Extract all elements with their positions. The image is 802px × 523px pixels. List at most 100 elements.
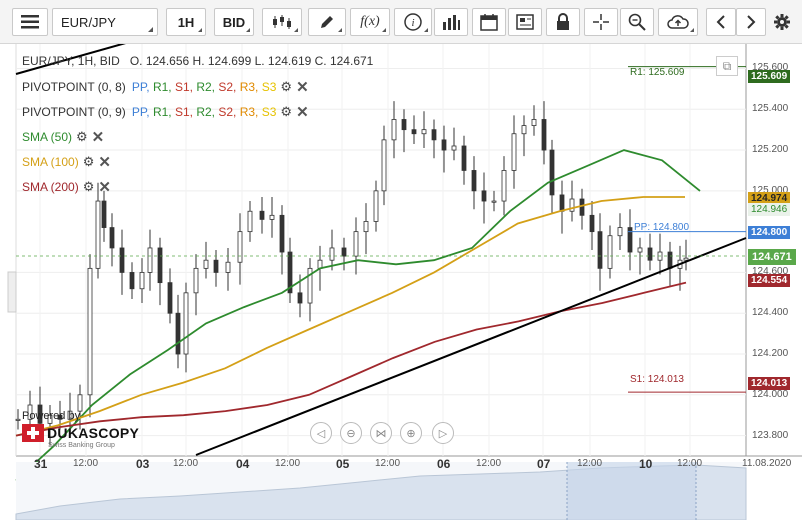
candlestick-icon [273, 15, 291, 29]
candle-body [421, 129, 427, 135]
moving-averages [15, 149, 701, 482]
candle-body [119, 247, 125, 273]
price-chart[interactable] [0, 38, 802, 521]
candle-body [451, 145, 457, 151]
day-tick-label: 03 [136, 457, 150, 471]
candle-body [57, 414, 63, 420]
price-tick-label: 124.400 [752, 307, 789, 319]
gear-icon[interactable]: ⚙ [280, 104, 293, 119]
gear-icon[interactable]: ⚙ [280, 79, 293, 94]
support-trendline[interactable] [195, 237, 747, 456]
zoom-button[interactable] [620, 8, 654, 36]
indicators-button[interactable]: f(x) [350, 8, 390, 36]
symbol-select[interactable]: EUR/JPY [52, 8, 158, 36]
panel-resize-handle[interactable] [7, 271, 17, 313]
day-tick-label: 07 [537, 457, 551, 471]
upper-trendline[interactable] [15, 38, 141, 75]
dropdown-corner-icon [690, 28, 694, 32]
candle-body [175, 312, 181, 355]
nav-next-button[interactable]: ▷ [432, 422, 454, 444]
candle-body [647, 247, 653, 261]
candle-body [589, 214, 595, 233]
close-icon[interactable]: ✕ [98, 179, 111, 196]
pp-price-tag: 124.800 [748, 226, 791, 239]
lock-icon [557, 13, 569, 30]
candle-body [401, 119, 407, 131]
candle-body [667, 251, 673, 269]
calendar-button[interactable] [472, 8, 506, 36]
pivot-level-label: S2, [218, 105, 240, 119]
candle-body [183, 292, 189, 355]
candle-body [549, 149, 555, 196]
reset-zoom-icon: ⋈ [375, 427, 387, 440]
nav-zoom-in-button[interactable]: ⊕ [400, 422, 422, 444]
info-icon: i [404, 13, 422, 31]
candle-body [329, 247, 335, 261]
navigator-window[interactable] [567, 462, 696, 520]
dropdown-corner-icon [338, 28, 342, 32]
candle-body [247, 210, 253, 233]
newspaper-icon [516, 14, 534, 30]
day-tick-label: 05 [336, 457, 350, 471]
candle-body [95, 200, 101, 269]
close-icon[interactable]: ✕ [296, 79, 309, 96]
nav-prev-button[interactable]: ◁ [310, 422, 332, 444]
candle-body [683, 257, 689, 261]
timeframe-select[interactable]: 1H [166, 8, 206, 36]
nav-reset-button[interactable]: ⋈ [370, 422, 392, 444]
close-icon[interactable]: ✕ [98, 154, 111, 171]
dropdown-corner-icon [148, 27, 153, 32]
chevron-right-icon [747, 15, 756, 29]
candle-body [471, 170, 477, 192]
pivot-level-label: S3 [261, 105, 277, 119]
candle-body [101, 200, 107, 228]
brand-subtitle: Swiss Banking Group [48, 442, 115, 449]
expand-button[interactable]: ⧉ [716, 56, 738, 76]
chart-type-button[interactable] [262, 8, 302, 36]
sma50-price-tag: 124.946 [748, 203, 791, 216]
lock-button[interactable] [546, 8, 580, 36]
side-select[interactable]: BID [214, 8, 254, 36]
dropdown-corner-icon [294, 28, 298, 32]
pivot-level-label: R3, [239, 105, 262, 119]
candle-body [109, 227, 115, 249]
navigator-area [15, 464, 747, 521]
dukascopy-logo[interactable]: DUKASCOPY Swiss Banking Group [22, 424, 139, 449]
gear-icon[interactable]: ⚙ [82, 179, 95, 194]
side-value: BID [222, 14, 246, 30]
close-icon[interactable]: ✕ [296, 104, 309, 121]
scroll-left-button[interactable] [706, 8, 736, 36]
scroll-right-button[interactable] [736, 8, 766, 36]
candle-body [341, 247, 347, 257]
info-button[interactable]: i [394, 8, 432, 36]
candle-body [461, 145, 467, 171]
dropdown-corner-icon [424, 28, 428, 32]
pp-line-label: PP: 124.800 [634, 222, 690, 233]
nav-zoom-out-button[interactable]: ⊖ [340, 422, 362, 444]
sma200-name: SMA (200) [22, 180, 79, 194]
pivot-level-label: S2, [218, 80, 240, 94]
day-tick-label: 10 [639, 457, 653, 471]
gear-icon[interactable]: ⚙ [76, 129, 88, 144]
news-button[interactable] [508, 8, 542, 36]
expand-icon: ⧉ [722, 58, 732, 73]
pivot-level-label: PP, [131, 105, 153, 119]
crosshair-button[interactable] [584, 8, 618, 36]
pivot2-levels: PP, R1, S1, R2, S2, R3, S3 [132, 105, 277, 119]
dropdown-corner-icon [382, 28, 386, 32]
volume-button[interactable] [434, 8, 468, 36]
zoom-icon [628, 13, 646, 31]
draw-tool-button[interactable] [308, 8, 346, 36]
sma50-legend: SMA (50) ⚙ ✕ [22, 128, 104, 146]
dropdown-corner-icon [198, 28, 202, 32]
candle-body [87, 267, 93, 396]
current-date: 11.08.2020 [742, 458, 792, 469]
chart-area[interactable]: EUR/JPY, 1H, BID O. 124.656 H. 124.699 L… [0, 38, 802, 521]
hour-tick-label: 12:00 [173, 458, 199, 469]
close-icon[interactable]: ✕ [91, 129, 105, 146]
gear-icon[interactable]: ⚙ [82, 154, 95, 169]
pivot-level-label: R3, [239, 80, 262, 94]
upload-button[interactable] [658, 8, 698, 36]
menu-button[interactable] [12, 8, 48, 36]
settings-button[interactable] [770, 8, 794, 36]
